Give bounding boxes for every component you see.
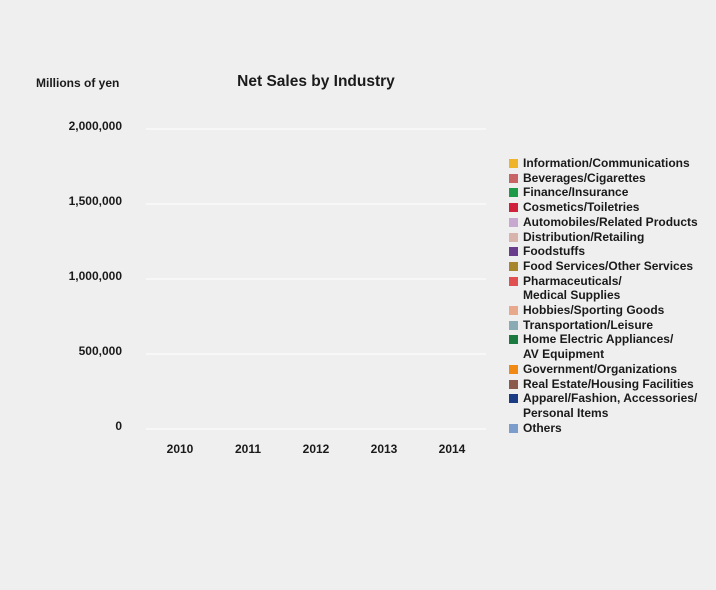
legend-item: Real Estate/Housing Facilities: [509, 377, 698, 392]
x-tick-label: 2013: [371, 442, 398, 456]
legend-swatch: [509, 335, 518, 345]
legend-item: Others: [509, 421, 698, 436]
legend-swatch: [509, 232, 518, 242]
legend-swatch: [509, 173, 518, 183]
legend-swatch: [509, 306, 518, 316]
legend-swatch: [509, 423, 518, 433]
legend-label: Information/Communications: [523, 156, 690, 170]
legend-swatch: [509, 203, 518, 213]
y-tick-label: 0: [115, 419, 122, 433]
legend-swatch: [509, 188, 518, 198]
legend-swatch: [509, 217, 518, 227]
y-tick-label: 2,000,000: [69, 119, 123, 133]
legend-item: Pharmaceuticals/ Medical Supplies: [509, 274, 698, 303]
legend-label: Transportation/Leisure: [523, 317, 654, 332]
y-tick-label: 500,000: [79, 344, 123, 358]
legend-item: Cosmetics/Toiletries: [509, 200, 698, 215]
legend-item: Finance/Insurance: [509, 185, 698, 200]
legend: Information/Communications Beverages/Ciga…: [509, 156, 698, 435]
legend-label: Home Electric Appliances/ AV Equipment: [523, 332, 674, 362]
legend-item: Apparel/Fashion, Accessories/ Personal I…: [509, 391, 698, 420]
y-tick-label: 1,500,000: [69, 194, 123, 208]
legend-label: Food Services/Other Services: [523, 258, 694, 273]
legend-label: Real Estate/Housing Facilities: [523, 376, 694, 391]
legend-item: Beverages/Cigarettes: [509, 171, 698, 186]
legend-item: Automobiles/Related Products: [509, 215, 698, 230]
chart-title: Net Sales by Industry: [237, 73, 395, 90]
legend-item: Distribution/Retailing: [509, 230, 698, 245]
legend-label: Automobiles/Related Products: [523, 214, 698, 229]
legend-swatch: [509, 276, 518, 286]
legend-label: Finance/Insurance: [523, 185, 629, 200]
legend-label: Foodstuffs: [523, 244, 585, 259]
legend-swatch: [509, 394, 518, 404]
legend-swatch: [509, 159, 518, 168]
y-axis-unit-label: Millions of yen: [36, 76, 120, 90]
legend-swatch: [509, 364, 518, 374]
legend-label: Beverages/Cigarettes: [523, 170, 646, 185]
legend-swatch: [509, 379, 518, 389]
legend-swatch: [509, 247, 518, 257]
legend-item: Information/Communications: [509, 156, 698, 171]
legend-item: Government/Organizations: [509, 362, 698, 377]
x-tick-label: 2014: [439, 442, 466, 456]
legend-label: Pharmaceuticals/ Medical Supplies: [523, 273, 622, 303]
x-tick-label: 2011: [235, 442, 261, 456]
legend-label: Others: [523, 420, 562, 435]
x-tick-label: 2010: [167, 442, 194, 456]
legend-item: Home Electric Appliances/ AV Equipment: [509, 332, 698, 361]
y-axis-ticks: 0 500,000 1,000,000 1,500,000 2,000,000: [69, 119, 123, 433]
legend-label: Hobbies/Sporting Goods: [523, 303, 665, 318]
x-axis-ticks: 2010 2011 2012 2013 2014: [167, 442, 466, 456]
x-tick-label: 2012: [303, 442, 330, 456]
y-tick-label: 1,000,000: [69, 269, 123, 283]
legend-label: Distribution/Retailing: [523, 229, 645, 244]
legend-item: Hobbies/Sporting Goods: [509, 303, 698, 318]
legend-label: Apparel/Fashion, Accessories/ Personal I…: [523, 391, 698, 420]
gridlines: [146, 128, 486, 430]
legend-label: Cosmetics/Toiletries: [523, 200, 640, 215]
legend-swatch: [509, 320, 518, 330]
legend-swatch: [509, 261, 518, 271]
legend-item: Transportation/Leisure: [509, 318, 698, 333]
legend-item: Food Services/Other Services: [509, 259, 698, 274]
legend-label: Government/Organizations: [523, 361, 678, 376]
legend-item: Foodstuffs: [509, 244, 698, 259]
